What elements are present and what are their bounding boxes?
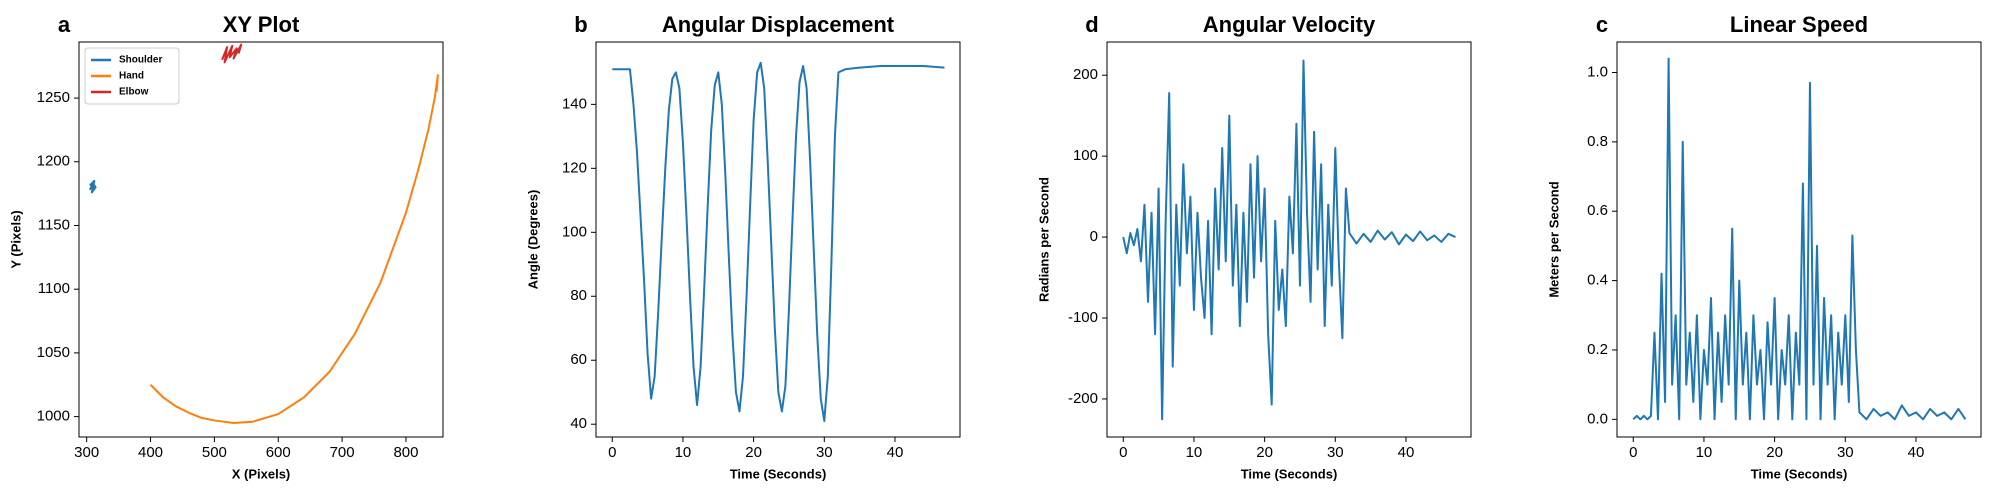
legend-label: Elbow xyxy=(119,87,149,98)
y-tick-label: 0 xyxy=(1090,228,1098,245)
x-tick-label: 0 xyxy=(608,444,616,461)
axes-frame xyxy=(595,41,961,438)
x-tick-label: 0 xyxy=(1629,444,1637,461)
y-tick-label: 1200 xyxy=(37,153,70,170)
y-tick-label: 0.0 xyxy=(1587,410,1608,427)
x-tick-label: 40 xyxy=(887,444,904,461)
x-tick-label: 20 xyxy=(745,444,762,461)
y-tick-label: -200 xyxy=(1068,390,1098,407)
y-axis-label: Y (Pixels) xyxy=(8,210,23,268)
panel-letter: d xyxy=(1085,12,1098,37)
data-line xyxy=(612,61,945,423)
x-tick-label: 30 xyxy=(816,444,833,461)
data-line xyxy=(221,43,243,64)
y-tick-label: 80 xyxy=(570,287,587,304)
x-tick-label: 0 xyxy=(1119,444,1127,461)
y-tick-label: 200 xyxy=(1073,66,1098,83)
chart-title: Angular Displacement xyxy=(662,12,895,37)
axes-frame xyxy=(78,41,444,438)
data-line xyxy=(1632,57,1967,421)
y-tick-label: 1.0 xyxy=(1587,63,1608,80)
y-tick-label: 120 xyxy=(562,159,587,176)
y-tick-label: 0.6 xyxy=(1587,202,1608,219)
axes-frame xyxy=(1106,41,1472,438)
legend-label: Hand xyxy=(119,71,144,82)
y-tick-label: 100 xyxy=(1073,147,1098,164)
x-axis-label: Time (Seconds) xyxy=(1751,466,1848,481)
chart-title: XY Plot xyxy=(223,12,300,37)
y-tick-label: 1100 xyxy=(38,280,70,297)
x-tick-label: 700 xyxy=(330,444,355,461)
x-axis-label: X (Pixels) xyxy=(232,466,291,481)
y-axis-label: Meters per Second xyxy=(1546,181,1561,297)
legend-box xyxy=(84,47,180,105)
x-tick-label: 10 xyxy=(1696,444,1713,461)
y-tick-label: 1000 xyxy=(37,408,70,425)
y-axis-label: Angle (Degrees) xyxy=(525,190,540,290)
chart-title: Angular Velocity xyxy=(1203,12,1376,37)
y-tick-label: 0.2 xyxy=(1587,341,1608,358)
data-line xyxy=(149,74,439,424)
x-tick-label: 500 xyxy=(202,444,227,461)
x-tick-label: 600 xyxy=(266,444,291,461)
panel-letter: b xyxy=(574,12,587,37)
y-tick-label: 60 xyxy=(570,351,587,368)
x-tick-label: 20 xyxy=(1766,444,1783,461)
x-tick-label: 30 xyxy=(1837,444,1854,461)
chart-title: Linear Speed xyxy=(1730,12,1868,37)
x-tick-label: 20 xyxy=(1256,444,1273,461)
x-tick-label: 10 xyxy=(1186,444,1203,461)
x-tick-label: 10 xyxy=(675,444,692,461)
data-line xyxy=(88,179,97,194)
y-tick-label: 40 xyxy=(570,415,587,432)
y-tick-label: 140 xyxy=(562,95,587,112)
y-tick-label: 0.4 xyxy=(1587,272,1608,289)
axes-frame xyxy=(1616,41,1982,438)
panel-letter: a xyxy=(58,12,71,37)
data-line xyxy=(1122,59,1456,421)
x-tick-label: 40 xyxy=(1398,444,1415,461)
panel-letter: c xyxy=(1596,12,1608,37)
x-tick-label: 40 xyxy=(1908,444,1925,461)
x-tick-label: 800 xyxy=(393,444,418,461)
y-tick-label: 1150 xyxy=(38,216,70,233)
x-axis-label: Time (Seconds) xyxy=(730,466,827,481)
y-tick-label: 0.8 xyxy=(1587,133,1608,150)
legend-label: Shoulder xyxy=(119,55,162,66)
y-tick-label: -100 xyxy=(1068,309,1098,326)
x-axis-label: Time (Seconds) xyxy=(1241,466,1338,481)
y-tick-label: 1050 xyxy=(37,344,70,361)
y-tick-label: 100 xyxy=(562,223,587,240)
y-axis-label: Radians per Second xyxy=(1036,177,1051,302)
y-tick-label: 1250 xyxy=(37,89,70,106)
x-tick-label: 300 xyxy=(74,444,99,461)
x-tick-label: 400 xyxy=(138,444,163,461)
x-tick-label: 30 xyxy=(1327,444,1344,461)
